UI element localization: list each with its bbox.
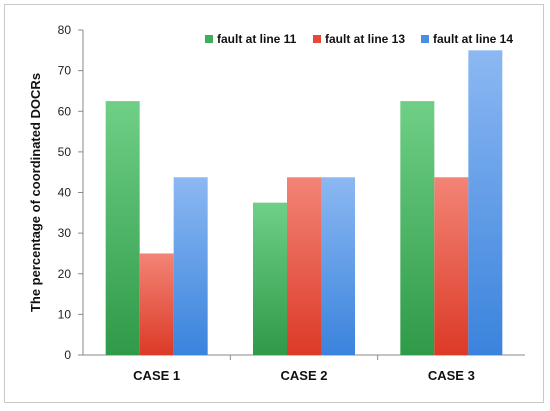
bars [105, 50, 503, 355]
legend-label: fault at line 13 [325, 32, 405, 46]
legend-swatch [205, 35, 213, 43]
bar-fault-at-line-13-case-2 [287, 177, 321, 355]
y-tick-label: 40 [58, 186, 72, 200]
y-tick-label: 80 [58, 23, 72, 37]
bar-fault-at-line-13-case-3 [434, 177, 469, 355]
x-category-label: CASE 1 [133, 368, 180, 383]
bar-fault-at-line-11-case-3 [400, 101, 435, 355]
y-tick-label: 0 [64, 348, 71, 362]
y-tick-label: 20 [58, 267, 72, 281]
y-tick-label: 70 [58, 64, 72, 78]
y-axis-label: The percentage of coordinated DOCRs [28, 73, 43, 312]
bar-fault-at-line-11-case-1 [105, 101, 140, 355]
labels: The percentage of coordinated DOCRs CASE … [28, 73, 475, 383]
x-category-label: CASE 3 [428, 368, 475, 383]
legend-label: fault at line 11 [217, 32, 297, 46]
x-category-label: CASE 2 [281, 368, 328, 383]
legend-label: fault at line 14 [433, 32, 513, 46]
bar-fault-at-line-14-case-1 [173, 177, 208, 355]
y-tick-label: 50 [58, 145, 72, 159]
y-tick-label: 10 [58, 307, 72, 321]
bar-fault-at-line-11-case-2 [253, 202, 287, 355]
bar-fault-at-line-14-case-3 [468, 50, 503, 355]
y-tick-label: 60 [58, 104, 72, 118]
legend-swatch [421, 35, 429, 43]
bar-fault-at-line-14-case-2 [321, 177, 355, 355]
legend: fault at line 11 fault at line 13 fault at… [205, 32, 513, 46]
bar-fault-at-line-13-case-1 [139, 253, 174, 355]
legend-swatch [313, 35, 321, 43]
y-tick-label: 30 [58, 226, 72, 240]
